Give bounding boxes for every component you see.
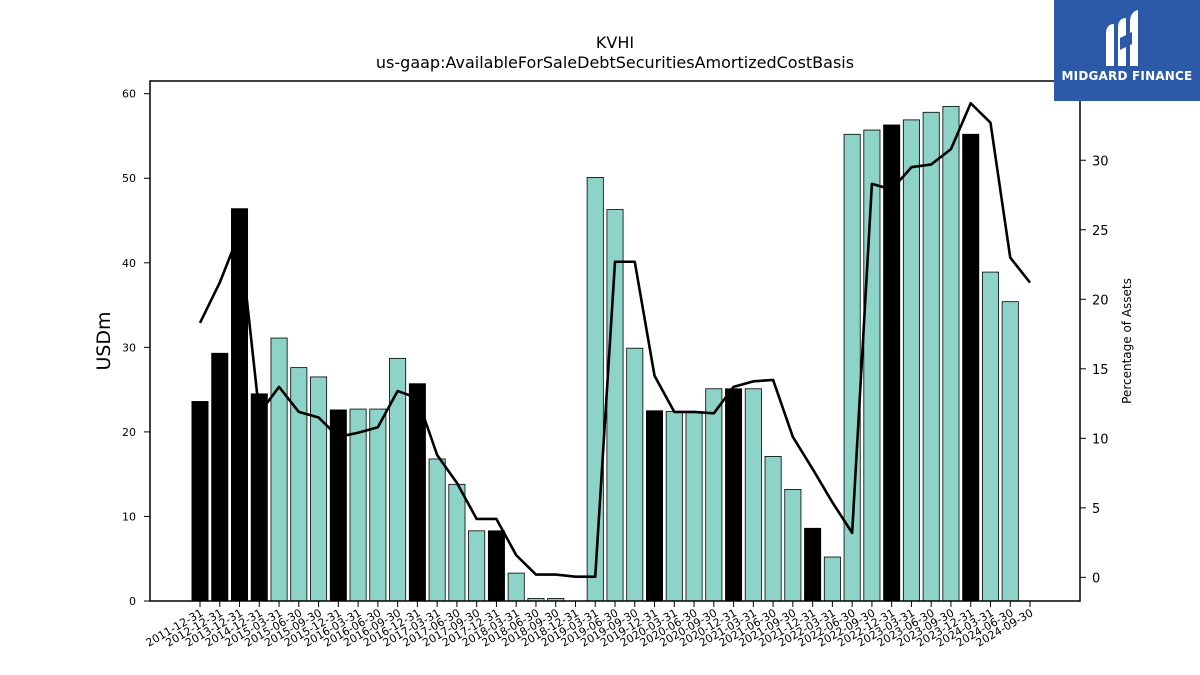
bar-2020-09-30 — [705, 388, 723, 602]
bars-layer — [191, 105, 1019, 602]
y2-tick-label: 25 — [1092, 224, 1109, 239]
bar-2013-12-31 — [231, 208, 249, 602]
y2-tick-label: 20 — [1092, 293, 1109, 308]
bar-2022-03-31 — [823, 556, 841, 602]
percentage-line — [198, 101, 1032, 578]
bar-2017-03-31 — [428, 458, 446, 602]
bar-2019-03-31 — [586, 176, 604, 602]
bar-2016-09-30 — [389, 357, 407, 602]
y-axis-label: USDm — [93, 311, 115, 370]
bar-2023-06-30 — [922, 111, 940, 602]
bar-2020-06-30 — [685, 411, 703, 602]
bar-2015-09-30 — [310, 376, 328, 602]
bar-2017-12-31 — [487, 530, 505, 602]
y2-axis-label: Percentage of Assets — [1120, 278, 1134, 404]
y2-tick-label: 10 — [1092, 432, 1109, 447]
bar-2014-12-31 — [250, 393, 268, 602]
y-axis-left: 0 10 20 30 40 50 60 — [122, 88, 150, 608]
y-tick-label: 20 — [122, 426, 136, 439]
y-tick-label: 30 — [122, 341, 136, 354]
bar-2020-12-31 — [725, 388, 743, 602]
bar-2022-12-31 — [883, 124, 901, 602]
bar-2021-12-31 — [804, 527, 822, 602]
bar-2024-06-30 — [1001, 301, 1019, 602]
x-axis: 2011-12-312012-12-312013-12-312014-12-31… — [144, 601, 1036, 650]
bar-2023-12-31 — [962, 133, 980, 602]
bar-2016-03-31 — [349, 408, 367, 602]
chart-subtitle: us-gaap:AvailableForSaleDebtSecuritiesAm… — [376, 53, 854, 72]
bar-2019-12-31 — [646, 410, 664, 602]
y2-tick-label: 5 — [1092, 502, 1100, 517]
y-tick-label: 0 — [129, 595, 136, 608]
bar-2018-03-31 — [507, 572, 525, 602]
y2-tick-label: 15 — [1092, 363, 1109, 378]
bar-2023-09-30 — [942, 105, 960, 602]
bar-2012-12-31 — [211, 352, 229, 602]
logo-text: MIDGARD FINANCE — [1061, 69, 1193, 83]
y2-tick-label: 0 — [1092, 571, 1100, 586]
bar-2011-12-31 — [191, 401, 209, 602]
bar-2015-03-31 — [270, 337, 288, 602]
bar-2021-03-31 — [744, 388, 762, 602]
chart-title: KVHI — [596, 33, 634, 52]
y-tick-label: 10 — [122, 510, 136, 523]
bar-2023-03-31 — [902, 119, 920, 602]
brand-logo: MIDGARD FINANCE — [1054, 0, 1200, 101]
bar-2020-03-31 — [665, 411, 683, 602]
bar-2016-06-30 — [369, 408, 387, 602]
y2-tick-label: 30 — [1092, 154, 1109, 169]
bar-2017-06-30 — [448, 483, 466, 602]
midgard-logo-icon — [1106, 10, 1138, 66]
y-tick-label: 60 — [122, 88, 136, 101]
bar-2024-03-31 — [981, 271, 999, 602]
bar-2021-09-30 — [784, 488, 802, 602]
y-tick-label: 50 — [122, 172, 136, 185]
bar-2021-06-30 — [764, 456, 782, 602]
y-tick-label: 40 — [122, 257, 136, 270]
bar-2019-09-30 — [626, 347, 644, 602]
bar-2017-09-30 — [468, 530, 486, 602]
bar-2015-12-31 — [329, 409, 347, 602]
y-axis-right: 0 5 10 15 20 25 30 — [1080, 154, 1109, 586]
line-layer — [198, 101, 1032, 578]
